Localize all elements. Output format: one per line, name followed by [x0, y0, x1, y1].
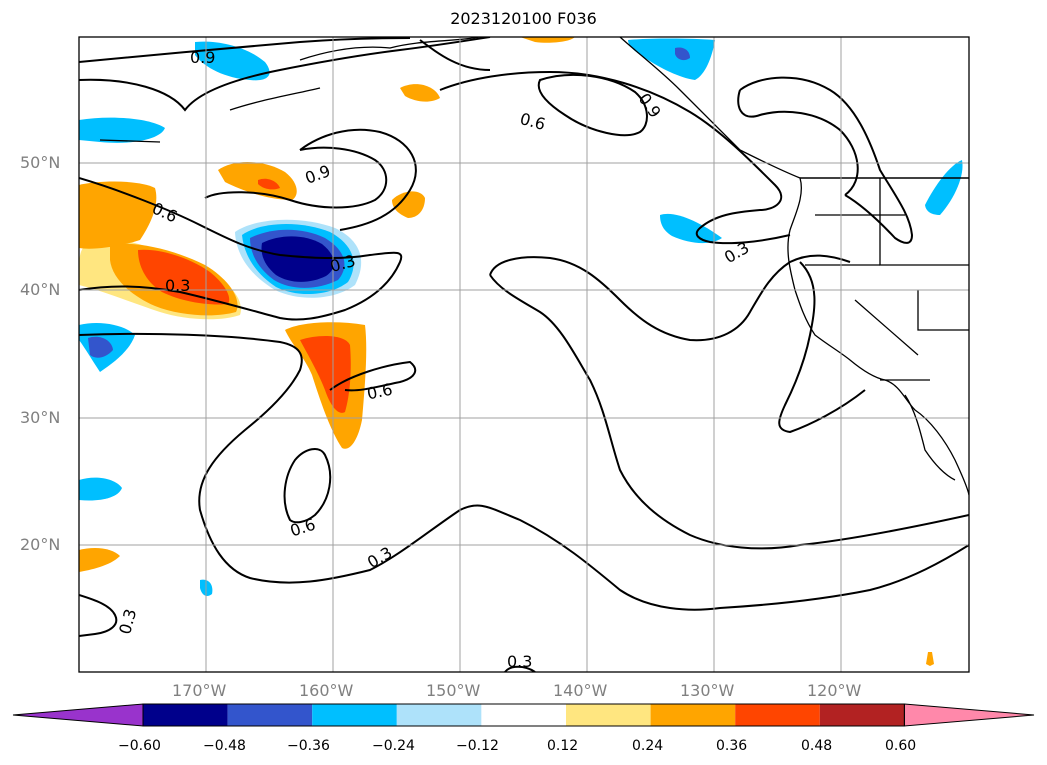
colorbar-segment [650, 704, 736, 726]
colorbar-segment [396, 704, 482, 726]
graticule [79, 37, 969, 672]
map-frame [78, 36, 970, 673]
colorbar-segment [143, 704, 228, 726]
lat-label-30n: 30°N [20, 408, 61, 427]
colorbar-segment [312, 704, 397, 726]
coastlines [99, 37, 969, 496]
colorbar-tick: 0.48 [801, 738, 833, 754]
colorbar-tick: −0.12 [456, 738, 499, 754]
lon-label-140w: 140°W [553, 681, 608, 700]
colorbar-segment [481, 704, 566, 726]
lat-label-40n: 40°N [20, 280, 61, 299]
lon-label-170w: 170°W [172, 681, 227, 700]
negative-anomaly-patches [79, 38, 963, 596]
colorbar-tick: 0.36 [716, 738, 748, 754]
colorbar [12, 703, 1035, 727]
lat-label-50n: 50°N [20, 153, 61, 172]
colorbar-tick: −0.48 [203, 738, 246, 754]
map-field [79, 37, 969, 672]
colorbar-segment [819, 704, 905, 726]
contour-label: 0.9 [190, 48, 216, 67]
map-title: 2023120100 F036 [450, 9, 597, 28]
colorbar-tick: −0.36 [287, 738, 330, 754]
contour-label: 0.3 [507, 652, 533, 671]
lon-label-130w: 130°W [680, 681, 735, 700]
lon-label-160w: 160°W [299, 681, 354, 700]
contour-label: 0.3 [165, 276, 191, 295]
colorbar-segment [566, 704, 651, 726]
colorbar-tick: −0.60 [118, 738, 161, 754]
lon-label-120w: 120°W [807, 681, 862, 700]
colorbar-tick: 0.60 [885, 738, 917, 754]
lon-label-150w: 150°W [426, 681, 481, 700]
colorbar-tick: 0.24 [632, 738, 664, 754]
colorbar-frame [142, 703, 905, 727]
colorbar-extend-min [12, 703, 144, 727]
lat-label-20n: 20°N [20, 535, 61, 554]
contour-lines [79, 37, 969, 672]
colorbar-segment [735, 704, 820, 726]
colorbar-extend-max [903, 703, 1035, 727]
colorbar-tick: 0.12 [547, 738, 579, 754]
colorbar-segment [227, 704, 313, 726]
colorbar-tick: −0.24 [372, 738, 415, 754]
